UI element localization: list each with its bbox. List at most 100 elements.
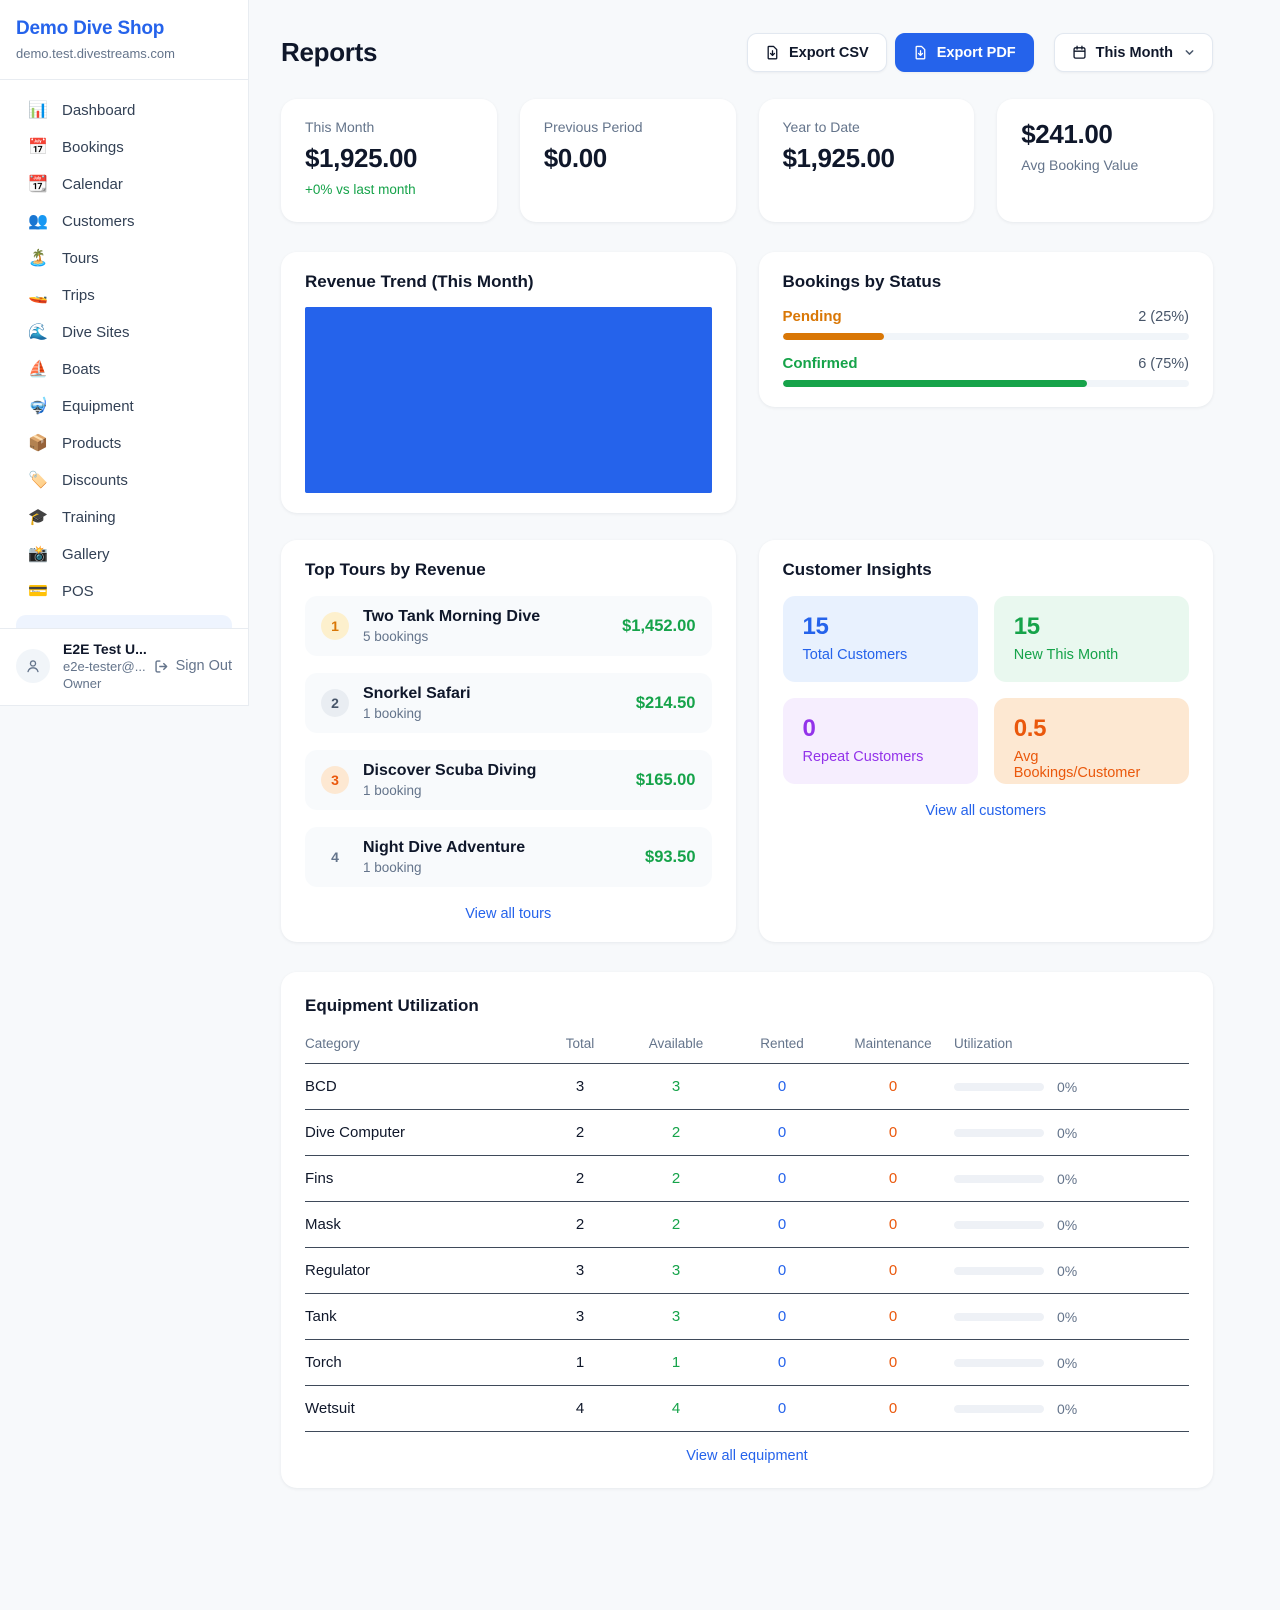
sidebar-item[interactable]: 👥 Customers <box>12 203 236 240</box>
table-row: BCD 3 3 0 0 0% <box>305 1063 1189 1110</box>
cell-available: 3 <box>620 1063 732 1110</box>
nav-item-label: Customers <box>62 213 135 230</box>
sidebar-item[interactable]: 🌊 Dive Sites <box>12 314 236 351</box>
shop-name: Demo Dive Shop <box>16 18 165 39</box>
status-count: 2 (25%) <box>1138 309 1189 325</box>
column-header-rented: Rented <box>732 1026 832 1064</box>
stat-value: $241.00 <box>1021 119 1113 149</box>
column-header-maintenance: Maintenance <box>832 1026 954 1064</box>
utilization-bar-track <box>954 1358 1044 1367</box>
cell-maintenance: 0 <box>832 1155 954 1202</box>
nav-item-label: POS <box>62 583 94 600</box>
tour-list-item[interactable]: 1 Two Tank Morning Dive 5 bookings $1,45… <box>305 596 712 656</box>
sidebar-item[interactable]: 🏝️ Tours <box>12 240 236 277</box>
tour-amount: $165.00 <box>635 770 696 789</box>
sidebar-item[interactable]: 📊 Dashboard <box>12 92 236 129</box>
page-title: Reports <box>281 37 378 67</box>
cell-available: 1 <box>620 1339 732 1386</box>
nav-item-icon: 🏝️ <box>28 249 48 267</box>
utilization-percent: 0% <box>1057 1308 1078 1325</box>
view-all-equipment-link[interactable]: View all equipment <box>686 1448 808 1464</box>
export-pdf-button[interactable]: Export PDF <box>894 33 1034 72</box>
top-tours-title: Top Tours by Revenue <box>305 560 486 579</box>
stat-value: $1,925.00 <box>782 143 895 173</box>
stat-change: +0% vs last month <box>305 182 416 197</box>
utilization-percent: 0% <box>1057 1354 1078 1371</box>
nav-item-label: Training <box>62 509 116 526</box>
cell-rented: 0 <box>732 1155 832 1202</box>
customer-insights-title: Customer Insights <box>782 560 932 579</box>
tour-amount: $214.50 <box>635 693 696 712</box>
nav-item-icon: 🏷️ <box>28 471 48 489</box>
sidebar-item[interactable]: 💳 POS <box>12 573 236 610</box>
revenue-trend-title: Revenue Trend (This Month) <box>305 272 534 291</box>
tour-name: Night Dive Adventure <box>363 839 526 856</box>
view-all-customers-link[interactable]: View all customers <box>925 803 1047 819</box>
nav-item-icon: 🌊 <box>28 323 48 341</box>
chevron-down-icon <box>1185 50 1194 55</box>
tour-list-item[interactable]: 3 Discover Scuba Diving 1 booking $165.0… <box>305 750 712 810</box>
period-select[interactable]: This Month <box>1053 33 1213 72</box>
status-list: Pending 2 (25%) Confirmed 6 (75%) <box>782 308 1189 387</box>
nav-item-label: Discounts <box>62 472 128 489</box>
nav-item-label: Trips <box>62 287 95 304</box>
equipment-table-header: Category Total Available Rented Maintena… <box>305 1026 1189 1064</box>
insight-tile: 0 Repeat Customers <box>782 698 978 784</box>
calendar-icon <box>1073 45 1086 59</box>
cell-category: Dive Computer <box>305 1109 540 1156</box>
avatar <box>16 649 50 683</box>
cell-maintenance: 0 <box>832 1247 954 1294</box>
view-all-tours-link[interactable]: View all tours <box>465 906 552 922</box>
cell-utilization: 0% <box>954 1155 1189 1202</box>
cell-rented: 0 <box>732 1201 832 1248</box>
stat-label: Avg Booking Value <box>1021 157 1139 173</box>
revenue-trend-chart <box>305 307 712 493</box>
cell-total: 3 <box>540 1063 620 1110</box>
tour-info: Two Tank Morning Dive 5 bookings <box>363 608 608 644</box>
utilization-bar-track <box>954 1266 1044 1275</box>
cell-utilization: 0% <box>954 1109 1189 1156</box>
sidebar-item-reports-partial[interactable] <box>16 615 232 628</box>
cell-utilization: 0% <box>954 1293 1189 1340</box>
status-label: Confirmed <box>782 355 858 372</box>
tour-list-item[interactable]: 2 Snorkel Safari 1 booking $214.50 <box>305 673 712 733</box>
sidebar-item[interactable]: 📆 Calendar <box>12 166 236 203</box>
export-pdf-label: Export PDF <box>936 44 1016 61</box>
sidebar-item[interactable]: 🚤 Trips <box>12 277 236 314</box>
sign-out-button[interactable]: Sign Out <box>154 658 232 674</box>
sign-out-icon <box>154 659 167 673</box>
tour-list-item[interactable]: 4 Night Dive Adventure 1 booking $93.50 <box>305 827 712 887</box>
nav-item-label: Boats <box>62 361 101 378</box>
cell-available: 2 <box>620 1201 732 1248</box>
cell-total: 4 <box>540 1385 620 1432</box>
user-avatar-icon <box>27 660 39 673</box>
insight-value: 0 <box>802 715 816 742</box>
table-row: Regulator 3 3 0 0 0% <box>305 1247 1189 1294</box>
export-csv-button[interactable]: Export CSV <box>746 33 887 72</box>
status-row: Pending 2 (25%) <box>782 308 1189 340</box>
stats-row: This Month $1,925.00 +0% vs last month P… <box>281 99 1213 222</box>
cell-total: 3 <box>540 1293 620 1340</box>
column-header-total: Total <box>540 1026 620 1064</box>
sidebar-item[interactable]: 🏷️ Discounts <box>12 462 236 499</box>
cell-category: Torch <box>305 1339 540 1386</box>
nav-item-icon: 📅 <box>28 138 48 156</box>
sidebar-item[interactable]: 📅 Bookings <box>12 129 236 166</box>
nav-item-icon: 📸 <box>28 545 48 563</box>
sidebar-item[interactable]: 📦 Products <box>12 425 236 462</box>
column-header-utilization: Utilization <box>954 1026 1189 1064</box>
sidebar-item[interactable]: ⛵ Boats <box>12 351 236 388</box>
insight-value: 0.5 <box>1013 715 1047 742</box>
insight-tile: 15 New This Month <box>993 596 1189 682</box>
tour-info: Night Dive Adventure 1 booking <box>363 839 631 875</box>
nav-item-icon: 📊 <box>28 101 48 119</box>
sidebar-item[interactable]: 🤿 Equipment <box>12 388 236 425</box>
sidebar-item[interactable]: 🎓 Training <box>12 499 236 536</box>
user-name: E2E Test U... <box>63 641 147 657</box>
utilization-percent: 0% <box>1057 1170 1078 1187</box>
status-bar-track <box>782 333 1189 340</box>
cell-rented: 0 <box>732 1385 832 1432</box>
revenue-trend-card: Revenue Trend (This Month) <box>281 252 736 513</box>
sidebar-item[interactable]: 📸 Gallery <box>12 536 236 573</box>
tour-name: Two Tank Morning Dive <box>363 608 541 625</box>
